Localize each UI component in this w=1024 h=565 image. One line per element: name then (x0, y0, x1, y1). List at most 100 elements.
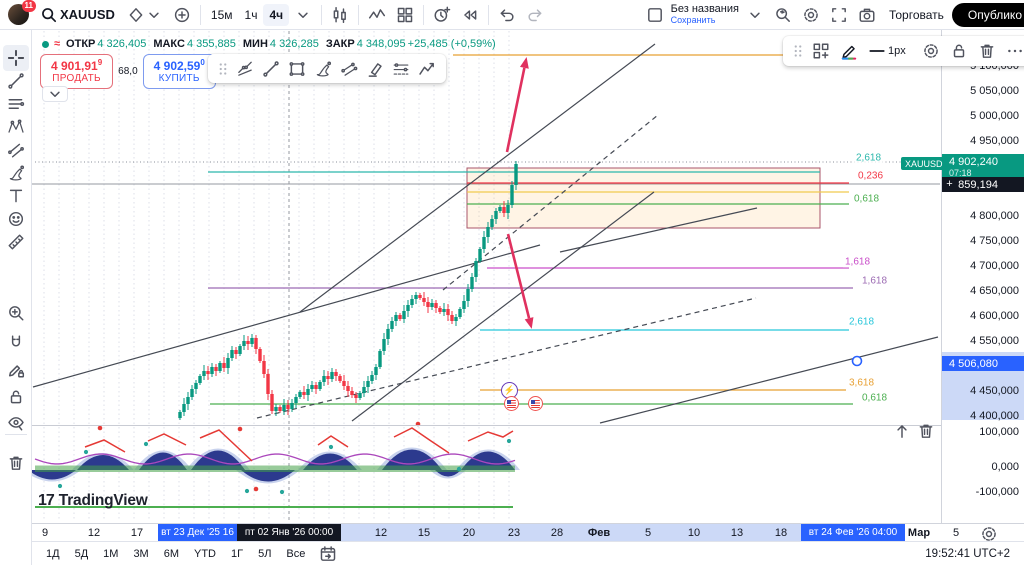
trade-link[interactable]: Торговать (888, 7, 944, 22)
chart-style-button[interactable] (326, 3, 354, 27)
drag-handle-icon[interactable] (214, 60, 232, 78)
timeframe-row: 15м 1ч 4ч (205, 3, 290, 26)
trendline-icon (7, 72, 25, 90)
hlines-icon (7, 95, 25, 113)
fibchan-icon (392, 60, 410, 78)
snapshot-button[interactable] (853, 3, 881, 27)
tool-brush[interactable] (310, 57, 336, 81)
tool-pencillock[interactable] (3, 357, 29, 383)
tool-lock[interactable] (3, 384, 29, 410)
move-pane-up-button[interactable] (890, 419, 914, 443)
lock-icon (950, 42, 968, 60)
timeframe-15м[interactable]: 15м (210, 7, 233, 22)
symbol-search-button[interactable]: XAUUSD (35, 3, 122, 27)
range-3М[interactable]: 3М (133, 547, 149, 560)
tradingview-watermark: 17 TradingView (38, 492, 148, 509)
pane-separator[interactable] (0, 425, 1024, 426)
tool-xabcd[interactable] (3, 114, 29, 140)
replay-icon (461, 6, 479, 24)
undo-button[interactable] (493, 3, 521, 27)
layout-grid-button[interactable] (391, 3, 419, 27)
compare-button[interactable] (168, 3, 196, 27)
range-1М[interactable]: 1М (103, 547, 119, 560)
fib-level-label: 1,618 (843, 256, 873, 268)
timeframe-1ч[interactable]: 1ч (244, 7, 258, 22)
replay-button[interactable] (456, 3, 484, 27)
eye-icon (7, 414, 25, 432)
line-style-button[interactable]: 1px (863, 39, 917, 63)
tool-trendline[interactable] (3, 68, 29, 94)
time-tick: 5 (952, 527, 960, 539)
tool-hlines[interactable] (3, 91, 29, 117)
price-tick: 4 650,000 (970, 285, 1019, 297)
time-tick: 9 (41, 527, 49, 539)
legend-collapse-button[interactable] (42, 86, 68, 102)
time-axis[interactable]: 9 12 17 Мар 5 12 15 20 23 28 Фев 5 10 13 18 вт 23 Дек '… (0, 523, 1024, 541)
tool-channel[interactable] (3, 137, 29, 163)
layout-title[interactable]: Без названия Сохранить (670, 3, 739, 26)
tool-trend-line[interactable] (258, 57, 284, 81)
range-Все[interactable]: Все (286, 547, 306, 560)
range-5Д[interactable]: 5Д (74, 547, 89, 560)
indicators-button[interactable] (363, 3, 391, 27)
price-tick: 4 600,000 (970, 310, 1019, 322)
plus-circle-icon (173, 6, 191, 24)
save-link[interactable]: Сохранить (670, 14, 716, 25)
range-5Л[interactable]: 5Л (258, 547, 272, 560)
tool-fib-channel[interactable] (388, 57, 414, 81)
price-axis[interactable]: 5 100,000 5 050,000 5 000,000 4 950,000 4 80… (941, 30, 1024, 523)
tool-trash[interactable] (3, 450, 29, 476)
symbol-type-button[interactable] (122, 3, 168, 27)
quick-search-button[interactable] (769, 3, 797, 27)
fullscreen-button[interactable] (825, 3, 853, 27)
range-6М[interactable]: 6М (163, 547, 179, 560)
tool-rectangle[interactable] (284, 57, 310, 81)
tool-highlighter[interactable] (362, 57, 388, 81)
session-icon: ≈ (54, 38, 60, 50)
tool-zigzag[interactable] (414, 57, 440, 81)
drag-handle-icon[interactable] (789, 42, 807, 60)
time-axis-settings-icon[interactable] (980, 525, 998, 543)
tool-smiley[interactable] (3, 206, 29, 232)
range-1Г[interactable]: 1Г (231, 547, 244, 560)
favorites-toolbar (208, 54, 446, 83)
tool-parallel-channel[interactable] (336, 57, 362, 81)
timeframe-4ч[interactable]: 4ч (263, 3, 290, 26)
us-event-icon[interactable] (528, 396, 543, 411)
delete-pane-button[interactable] (914, 419, 938, 443)
lock-drawing-button[interactable] (945, 39, 973, 63)
layout-select-button[interactable] (641, 3, 669, 27)
xabcd-icon (7, 118, 25, 136)
publish-button[interactable]: Опублико (951, 2, 1024, 27)
zoomplus-icon (7, 304, 25, 322)
tool-brush[interactable] (3, 160, 29, 186)
price-line-symbol-tag: XAUUSD (901, 157, 947, 170)
us-event-icon[interactable] (504, 396, 519, 411)
settings-button[interactable] (797, 3, 825, 27)
delete-drawing-button[interactable] (973, 39, 1001, 63)
layout-menu-button[interactable] (741, 3, 769, 27)
sell-button[interactable]: 4 901,919 ПРОДАТЬ (40, 54, 114, 89)
tool-ruler[interactable] (3, 229, 29, 255)
tool-crosshair[interactable] (3, 45, 29, 71)
add-order-plus-button[interactable]: + (942, 177, 957, 192)
buy-button[interactable]: 4 902,590 КУПИТЬ (142, 54, 216, 89)
tool-textT[interactable] (3, 183, 29, 209)
user-menu[interactable]: 11 (8, 0, 36, 25)
range-YTD[interactable]: YTD (194, 547, 216, 560)
redo-button[interactable] (521, 3, 549, 27)
tool-zoomplus[interactable] (3, 300, 29, 326)
alert-button[interactable] (428, 3, 456, 27)
symbol-legend[interactable]: ≈ ОТКР 4 326,405 МАКС 4 355,885 МИН 4 326,285… (42, 37, 496, 51)
tool-cross-trend[interactable] (232, 57, 258, 81)
color-button[interactable] (835, 39, 863, 63)
tool-eye[interactable] (3, 410, 29, 436)
more-button[interactable] (1001, 39, 1024, 63)
tradingview-logo: 17 (38, 492, 55, 509)
drawing-settings-button[interactable] (917, 39, 945, 63)
timeframe-menu-button[interactable] (289, 3, 317, 27)
template-button[interactable] (807, 39, 835, 63)
tool-magnet[interactable] (3, 330, 29, 356)
goto-date-button[interactable] (314, 542, 342, 565)
range-1Д[interactable]: 1Д (46, 547, 60, 560)
